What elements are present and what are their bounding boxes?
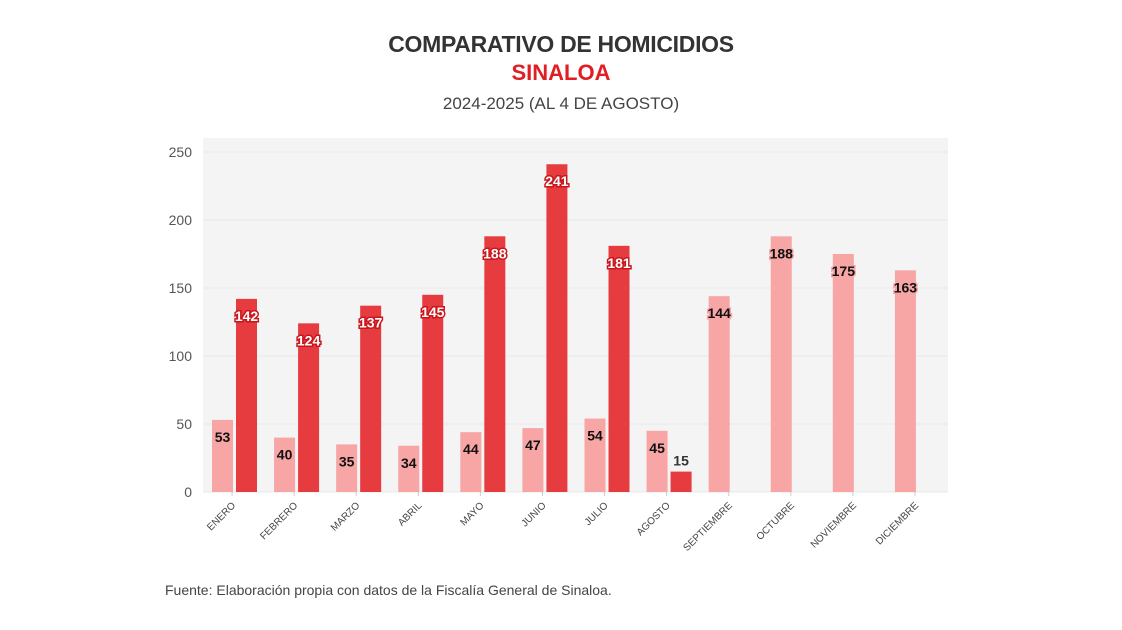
data-label: 188 [483, 245, 507, 261]
x-tick-label: AGOSTO [635, 500, 673, 538]
bar-2025 [236, 298, 257, 492]
y-tick-label: 50 [176, 416, 192, 432]
bar-2024 [832, 254, 854, 492]
x-tick-label: FEBRERO [258, 500, 300, 542]
data-label: 45 [649, 440, 665, 456]
data-label: 181 [607, 255, 631, 271]
bar-2024 [522, 428, 544, 492]
x-tick-label: NOVIEMBRE [809, 500, 859, 550]
data-label: 144 [707, 305, 731, 321]
data-label: 44 [463, 441, 479, 457]
y-tick-label: 150 [169, 280, 193, 296]
bar-2024 [708, 296, 730, 492]
bar-2025 [670, 471, 692, 492]
chart-subtitle: SINALOA [511, 60, 611, 85]
bar-2024 [770, 236, 792, 492]
bar-2025 [608, 245, 630, 492]
x-tick-label: MAYO [458, 500, 486, 528]
bar-2024 [212, 419, 233, 492]
x-tick-label: OCTUBRE [755, 500, 798, 543]
data-label: 175 [832, 263, 856, 279]
chart-period: 2024-2025 (AL 4 DE AGOSTO) [442, 94, 680, 113]
data-label: 35 [339, 453, 355, 469]
x-tick-label: ENERO [205, 500, 238, 533]
bar-2024 [584, 418, 606, 492]
bar-2024 [336, 444, 358, 492]
data-label: 15 [673, 453, 689, 469]
x-tick-label: SEPTIEMBRE [681, 500, 735, 554]
bar-2025 [298, 323, 320, 492]
data-label: 163 [894, 279, 918, 295]
bar-2024 [460, 432, 482, 492]
bar-2025 [546, 164, 568, 493]
data-label: 34 [401, 455, 417, 471]
bar-2024 [894, 270, 916, 492]
data-label: 47 [525, 437, 541, 453]
data-label: 188 [770, 245, 794, 261]
data-label: 53 [215, 429, 231, 445]
data-label: 40 [277, 447, 293, 463]
x-tick-label: DICIEMBRE [874, 500, 921, 547]
data-label: 137 [359, 315, 383, 331]
data-label: 142 [235, 308, 259, 324]
bar-2025 [360, 305, 382, 492]
bar-2024 [646, 430, 668, 492]
x-tick-label: JULIO [583, 500, 611, 528]
data-label: 124 [297, 332, 321, 348]
y-tick-label: 200 [169, 212, 193, 228]
source-note: Fuente: Elaboración propia con datos de … [165, 582, 612, 598]
data-label: 145 [421, 304, 445, 320]
gridlines [203, 151, 948, 493]
bar-2024 [274, 437, 296, 492]
bar-2025 [422, 294, 444, 492]
chart-title: COMPARATIVO DE HOMICIDIOS [388, 31, 734, 57]
x-tick-label: MARZO [329, 500, 362, 533]
y-tick-label: 0 [184, 484, 192, 500]
x-tick-label: ABRIL [396, 500, 425, 529]
x-tick-label: JUNIO [520, 500, 549, 529]
y-axis: 0 50 100 150 200 250 [169, 144, 193, 500]
bars [212, 164, 916, 493]
bar-2025 [484, 236, 506, 492]
y-tick-label: 250 [169, 144, 193, 160]
data-label: 241 [545, 173, 569, 189]
data-labels: 53 142 40 124 35 137 34 145 44 188 47 241 54 181 45 15 1… [213, 172, 919, 473]
data-label: 54 [587, 428, 603, 444]
plot-area [203, 138, 948, 492]
y-tick-label: 100 [169, 348, 193, 364]
x-axis: ENERO FEBRERO MARZO ABRIL MAYO JUNIO JULIO AGOS… [205, 492, 921, 554]
bar-2024 [398, 445, 420, 492]
